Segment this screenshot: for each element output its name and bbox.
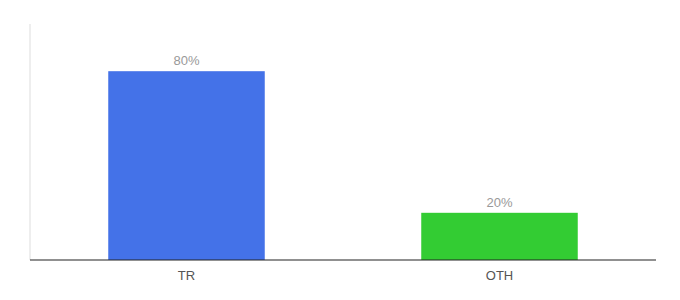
chart-container: 80% 20% TR OTH [0, 0, 680, 300]
data-label: 80% [173, 53, 199, 68]
bar [108, 71, 265, 260]
x-tick-label: OTH [486, 268, 513, 283]
chart-svg: 80% 20% TR OTH [0, 0, 680, 300]
data-label: 20% [486, 195, 512, 210]
y-axis-line [30, 24, 31, 260]
bars [108, 71, 578, 260]
x-tick-label: TR [178, 268, 195, 283]
x-axis-line [30, 259, 656, 260]
bar [421, 213, 578, 260]
